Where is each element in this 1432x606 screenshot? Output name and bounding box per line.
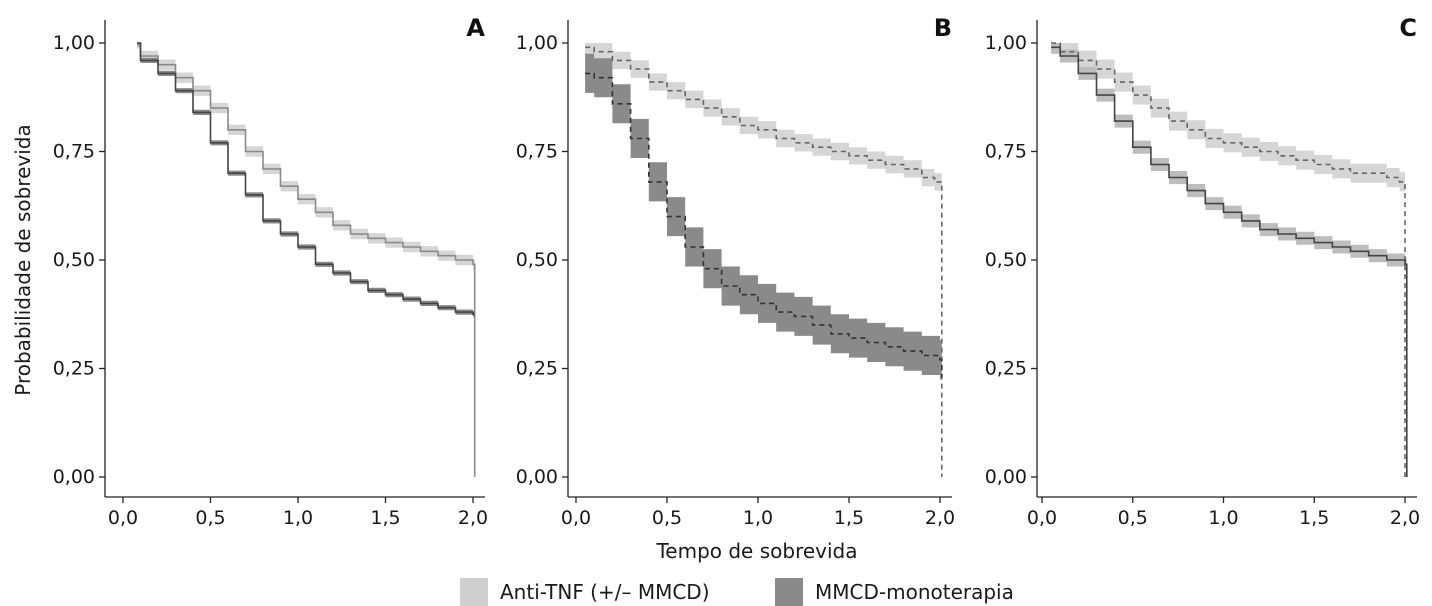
y-tick-label: 0,00 bbox=[53, 466, 95, 488]
survival-line bbox=[1051, 46, 1408, 477]
x-tick-label: 1,5 bbox=[1299, 507, 1329, 529]
legend-item-anti-tnf: Anti-TNF (+/– MMCD) bbox=[460, 578, 710, 606]
x-tick-label: 0,0 bbox=[108, 507, 138, 529]
legend-label-mmcd: MMCD-monoterapia bbox=[815, 580, 1014, 604]
survival-figure: 0,000,250,500,751,000,0 0,5 1,0 1,5 2,0A0,00… bbox=[11, 14, 1420, 563]
panel-a: 0,00 0,25 0,50 0,75 1,00 0,0 0,5 1,0 1,5 2,0 A bbox=[53, 14, 488, 529]
confidence-band bbox=[137, 43, 475, 317]
x-tick-label: 0,5 bbox=[195, 507, 225, 529]
confidence-band bbox=[137, 43, 475, 270]
y-tick-label: 0,75 bbox=[985, 141, 1027, 163]
y-tick-label: 0,25 bbox=[516, 358, 558, 380]
x-tick-label: 1,0 bbox=[743, 507, 773, 529]
y-tick-label: 0,00 bbox=[516, 466, 558, 488]
survival-line bbox=[585, 72, 943, 378]
x-tick-label: 0,0 bbox=[1027, 507, 1057, 529]
y-tick-label: 0,75 bbox=[53, 141, 95, 163]
x-tick-label: 0,5 bbox=[652, 507, 682, 529]
legend-label-anti-tnf: Anti-TNF (+/– MMCD) bbox=[500, 580, 710, 604]
legend-item-mmcd: MMCD-monoterapia bbox=[775, 578, 1014, 606]
legend-swatch-mmcd bbox=[775, 578, 803, 606]
y-tick-label: 0,25 bbox=[985, 358, 1027, 380]
x-tick-label: 2,0 bbox=[925, 507, 955, 529]
y-tick-label: 0,25 bbox=[53, 358, 95, 380]
panel-label: A bbox=[466, 14, 485, 42]
x-tick-label: 2,0 bbox=[458, 507, 488, 529]
x-axis-title: Tempo de sobrevida bbox=[655, 539, 857, 563]
legend-swatch-anti-tnf bbox=[460, 578, 488, 606]
y-tick-label: 0,75 bbox=[516, 141, 558, 163]
survival-line bbox=[585, 46, 943, 477]
y-tick-label: 0,50 bbox=[53, 249, 95, 271]
x-tick-label: 1,0 bbox=[283, 507, 313, 529]
x-tick-label: 0,5 bbox=[1118, 507, 1148, 529]
y-tick-label: 0,50 bbox=[516, 249, 558, 271]
survival-line bbox=[137, 42, 475, 316]
x-tick-label: 1,5 bbox=[834, 507, 864, 529]
panels: 0,000,250,500,751,000,0 0,5 1,0 1,5 2,0A0,00… bbox=[53, 14, 1420, 529]
panel-label: C bbox=[1399, 14, 1417, 42]
y-tick-label: 1,00 bbox=[53, 32, 95, 54]
confidence-band bbox=[1051, 43, 1405, 192]
y-axis-title: Probabilidade de sobrevida bbox=[11, 124, 35, 396]
confidence-band bbox=[585, 43, 942, 191]
survival-line bbox=[1051, 42, 1406, 477]
x-tick-label: 1,0 bbox=[1208, 507, 1238, 529]
x-tick-label: 0,0 bbox=[561, 507, 591, 529]
y-tick-label: 1,00 bbox=[985, 32, 1027, 54]
y-tick-label: 0,50 bbox=[985, 249, 1027, 271]
y-tick-label: 1,00 bbox=[516, 32, 558, 54]
x-tick-label: 2,0 bbox=[1390, 507, 1420, 529]
panel-label: B bbox=[934, 14, 952, 42]
x-tick-label: 1,5 bbox=[370, 507, 400, 529]
y-tick-label: 0,00 bbox=[985, 466, 1027, 488]
legend: Anti-TNF (+/– MMCD) MMCD-monoterapia bbox=[0, 570, 1432, 606]
panel-c: 0,00 0,25 0,50 0,75 1,00 0,0 0,5 1,0 1,5 2,0 C bbox=[985, 14, 1420, 529]
survival-line bbox=[137, 42, 476, 477]
confidence-band bbox=[585, 53, 942, 380]
panel-b: 0,00 0,25 0,50 0,75 1,00 0,0 0,5 1,0 1,5 2,0 B bbox=[516, 14, 955, 529]
